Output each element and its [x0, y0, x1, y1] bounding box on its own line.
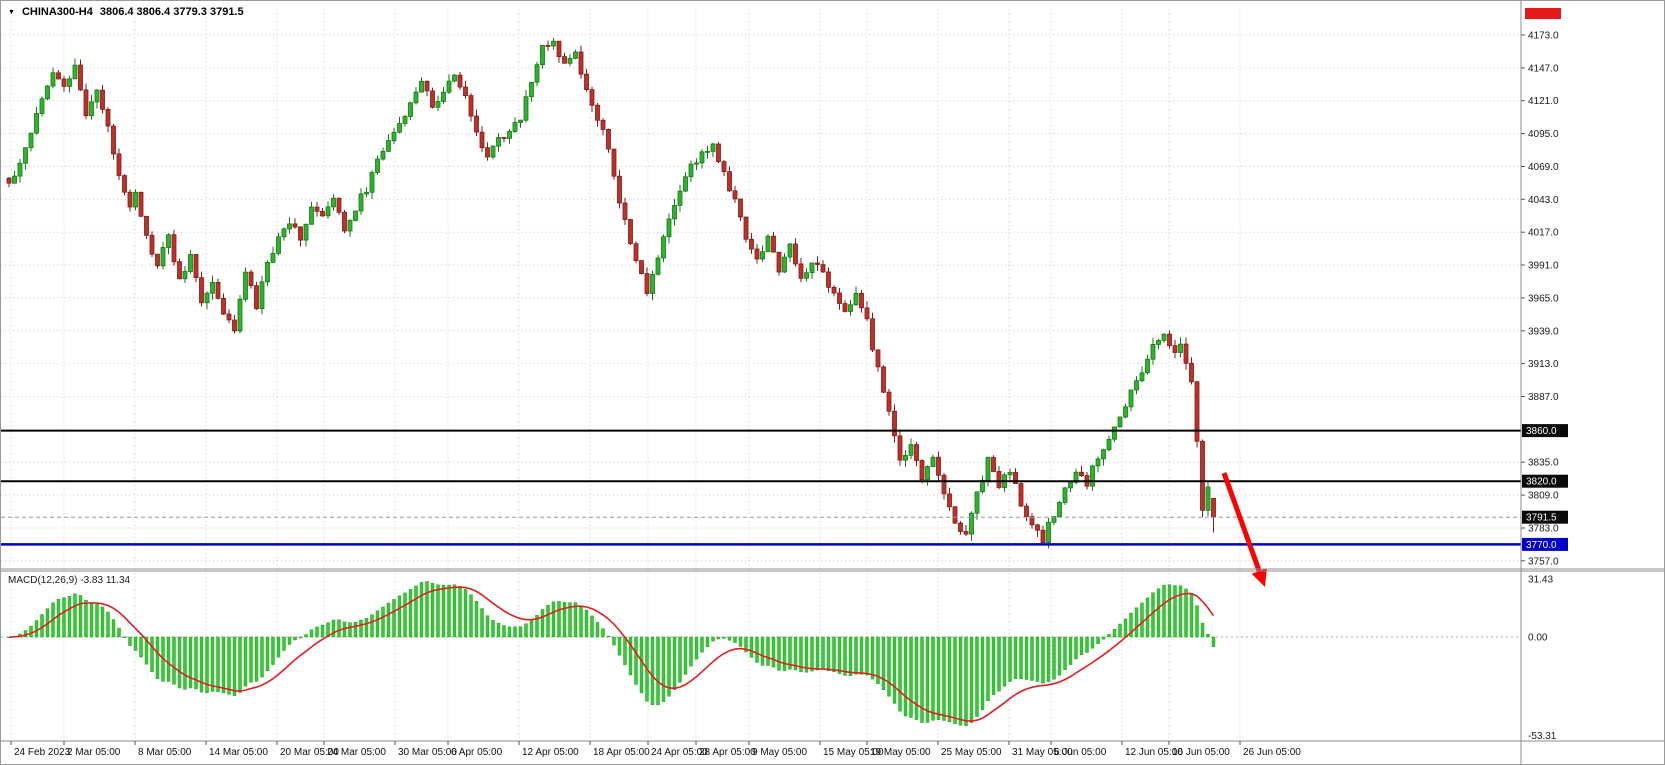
macd-axis-label: -53.31	[1528, 731, 1557, 742]
macd-histogram	[7, 581, 1216, 726]
ohlc-values: 3806.4 3806.4 3779.3 3791.5	[99, 6, 244, 18]
price-tick-label: 3783.0	[1528, 524, 1559, 535]
price-tick-label: 3991.0	[1528, 261, 1559, 272]
price-tick-label: 3809.0	[1528, 491, 1559, 502]
price-badge-label: 3820.0	[1526, 477, 1557, 488]
price-tick-label: 4017.0	[1528, 228, 1559, 239]
price-tick-label: 4069.0	[1528, 162, 1559, 173]
price-badge	[1522, 424, 1568, 438]
top-right-red-marker	[1525, 8, 1561, 19]
price-tick-label: 3887.0	[1528, 392, 1559, 403]
time-axis-label: 15 May 05:00	[823, 747, 884, 758]
price-tick-label: 3835.0	[1528, 458, 1559, 469]
time-axis-label: 28 Apr 05:00	[699, 747, 756, 758]
time-axis-label: 20 Mar 05:00	[280, 747, 339, 758]
price-badge-label: 3791.5	[1526, 513, 1557, 524]
chevron-down-icon[interactable]: ▼	[8, 8, 15, 16]
time-axis-label: 9 May 05:00	[752, 747, 807, 758]
price-tick-label: 4043.0	[1528, 195, 1559, 206]
time-axis-label: 2 Mar 05:00	[67, 747, 121, 758]
time-axis-label: 19 May 05:00	[870, 747, 931, 758]
macd-axis-label: 0.00	[1528, 633, 1548, 644]
time-axis-label: 25 May 05:00	[941, 747, 1002, 758]
price-tick-label: 3939.0	[1528, 326, 1559, 337]
price-tick-label: 4095.0	[1528, 129, 1559, 140]
time-axis-label: 14 Mar 05:00	[209, 747, 268, 758]
time-axis-label: 24 Feb 2023	[14, 747, 71, 758]
time-axis-label: 12 Jun 05:00	[1125, 747, 1183, 758]
time-axis-label: 26 Jun 05:00	[1243, 747, 1301, 758]
time-axis-label: 24 Mar 05:00	[327, 747, 386, 758]
time-axis-label: 6 Jun 05:00	[1054, 747, 1107, 758]
time-axis-label: 31 May 05:00	[1012, 747, 1073, 758]
macd-signal-line	[8, 586, 1215, 722]
candles	[6, 37, 1216, 549]
price-tick-label: 4173.0	[1528, 31, 1559, 42]
price-badge-label: 3860.0	[1526, 426, 1557, 437]
time-axis-label: 24 Apr 05:00	[651, 747, 708, 758]
price-badge	[1522, 537, 1568, 551]
symbol-label: CHINA300-H4	[21, 6, 93, 18]
price-tick-label: 3757.0	[1528, 556, 1559, 567]
symbol-info: ▼ CHINA300-H4 3806.4 3806.4 3779.3 3791.…	[8, 6, 244, 18]
price-badge	[1522, 474, 1568, 488]
price-tick-label: 3913.0	[1528, 359, 1559, 370]
time-axis-label: 30 Mar 05:00	[398, 747, 457, 758]
macd-axis: 31.43 0.00 -53.31	[1528, 574, 1557, 742]
price-badge-label: 3770.0	[1526, 540, 1557, 551]
time-axis-label: 12 Apr 05:00	[522, 747, 579, 758]
macd-indicator-label: MACD(12,26,9) -3.83 11.34	[8, 575, 131, 586]
macd-axis-label: 31.43	[1528, 574, 1553, 585]
trend-arrow-annotation[interactable]	[1221, 472, 1267, 587]
time-axis-label: 18 Apr 05:00	[593, 747, 650, 758]
price-tick-label: 3965.0	[1528, 293, 1559, 304]
price-tick-label: 4147.0	[1528, 63, 1559, 74]
time-axis-label: 8 Mar 05:00	[138, 747, 192, 758]
time-axis-label: 6 Apr 05:00	[451, 747, 503, 758]
price-badge	[1522, 510, 1568, 524]
time-axis-label: 16 Jun 05:00	[1172, 747, 1230, 758]
price-axis: 4173.0 4147.0 4121.0 4095.0 4069.0 4043.0 4017…	[1521, 31, 1568, 567]
horizontal-levels[interactable]	[1, 429, 1521, 546]
price-tick-label: 4121.0	[1528, 96, 1559, 107]
